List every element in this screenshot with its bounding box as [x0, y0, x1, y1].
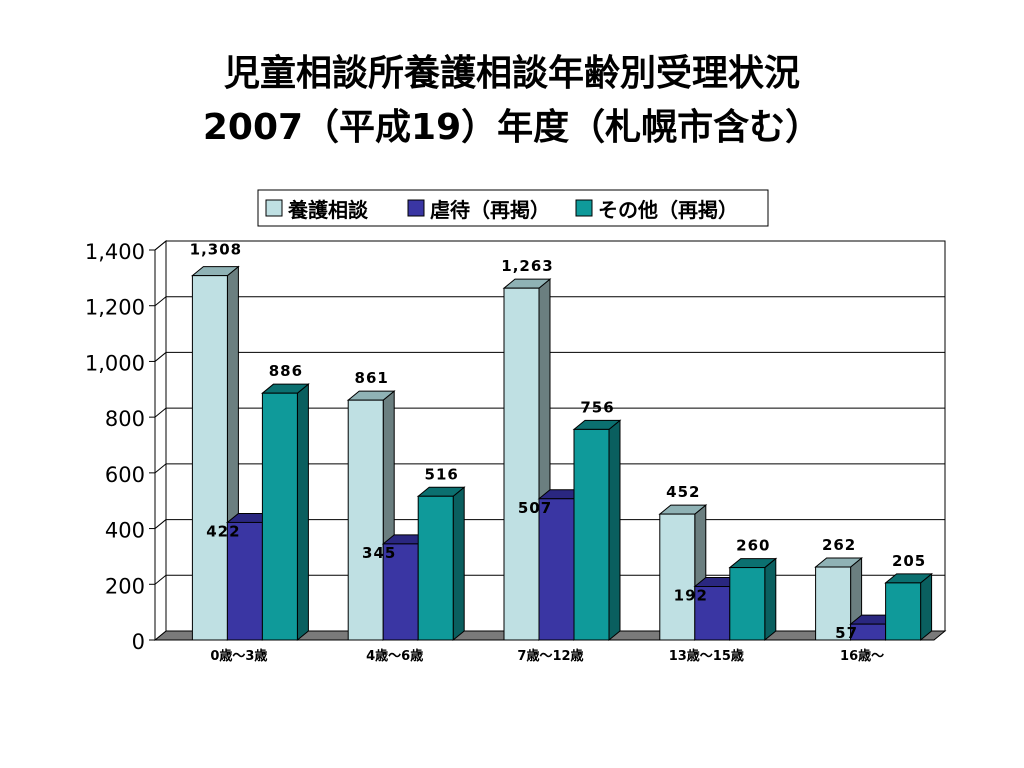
y-tick-label: 0	[132, 630, 145, 654]
bar-side	[764, 557, 777, 642]
bar	[417, 495, 454, 641]
plot-area: 0 200 400 600 800 1,000 1,200 1,400 1,308 422 886 0…	[85, 239, 947, 664]
bar	[191, 275, 228, 641]
gridline-depth	[154, 240, 167, 251]
legend-label: その他（再掲）	[598, 198, 738, 222]
data-label: 1,263	[501, 257, 553, 275]
legend-label: 虐待（再掲）	[430, 198, 550, 222]
data-label: 260	[736, 537, 770, 555]
chart-subtitle: 2007（平成19）年度（札幌市含む）	[202, 107, 822, 148]
bar	[885, 582, 922, 641]
data-label: 422	[206, 522, 240, 540]
data-label: 886	[269, 362, 303, 380]
bar	[729, 567, 766, 641]
bar-side	[608, 419, 621, 642]
gridline-depth	[154, 296, 167, 307]
chart-title: 児童相談所養護相談年齢別受理状況	[223, 53, 800, 94]
gridline-depth	[154, 574, 167, 585]
data-label: 1,308	[190, 241, 242, 259]
data-label: 205	[892, 552, 926, 570]
y-tick-label: 800	[105, 407, 145, 431]
bar	[573, 428, 610, 641]
y-tick-label: 200	[105, 574, 145, 598]
legend: 養護相談 虐待（再掲） その他（再掲）	[257, 189, 769, 227]
data-label: 262	[822, 536, 856, 554]
gridline-depth	[154, 352, 167, 362]
x-tick-label: 16歳～	[840, 648, 884, 664]
legend-label: 養護相談	[287, 198, 369, 222]
bar	[503, 287, 540, 641]
bar	[382, 543, 419, 641]
bar-side	[452, 486, 465, 642]
data-label: 861	[355, 369, 389, 387]
data-label: 452	[666, 483, 700, 501]
bar	[538, 498, 575, 641]
data-label: 516	[425, 465, 459, 483]
bar	[815, 566, 852, 641]
legend-swatch	[407, 199, 425, 217]
bar	[347, 399, 384, 641]
data-label: 192	[674, 587, 708, 605]
bar	[694, 586, 731, 641]
x-tick-label: 13歳～15歳	[669, 648, 744, 664]
x-tick-label: 0歳～3歳	[210, 648, 267, 664]
bar	[226, 521, 263, 641]
y-tick-label: 1,200	[85, 296, 145, 320]
data-label: 507	[518, 499, 552, 517]
data-label: 756	[580, 398, 614, 416]
gridline-depth	[154, 463, 167, 474]
data-label: 57	[835, 624, 858, 642]
legend-box	[257, 189, 769, 227]
gridline-depth	[154, 519, 167, 529]
y-tick-label: 400	[105, 519, 145, 543]
bar	[261, 392, 298, 641]
y-tick-label: 1,000	[85, 351, 145, 375]
x-tick-label: 7歳～12歳	[517, 648, 583, 664]
legend-swatch	[575, 199, 593, 217]
gridline-depth	[154, 407, 167, 418]
y-tick-label: 600	[105, 463, 145, 487]
bar-side	[920, 572, 933, 642]
y-tick-label: 1,400	[85, 240, 145, 264]
bar-side	[296, 383, 309, 642]
x-tick-label: 4歳～6歳	[366, 648, 423, 664]
legend-swatch	[265, 199, 283, 217]
bar	[659, 513, 696, 641]
data-label: 345	[362, 544, 396, 562]
